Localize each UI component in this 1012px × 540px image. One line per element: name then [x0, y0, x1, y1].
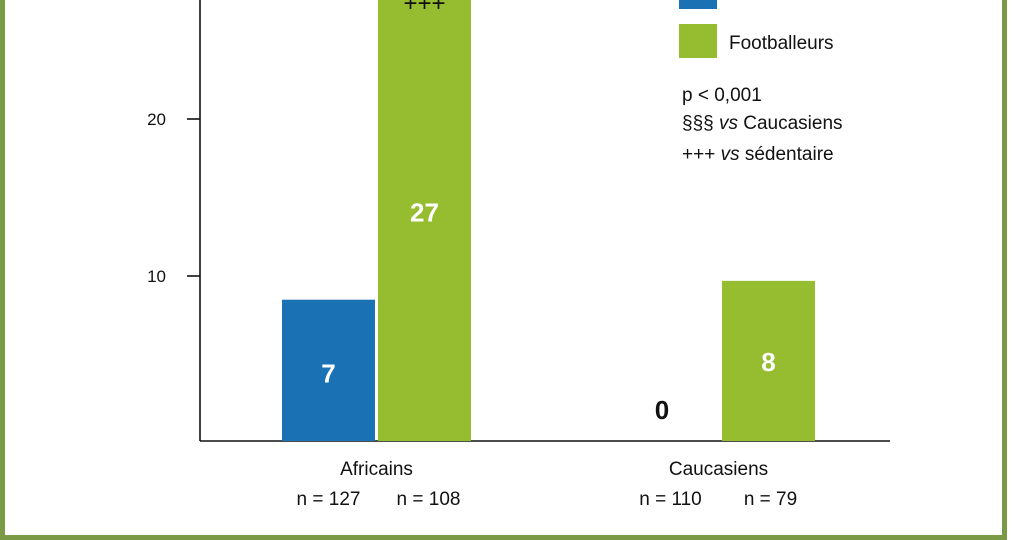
data-label: 7: [321, 358, 335, 388]
legend-swatch-green: [679, 24, 717, 58]
bar: [722, 280, 815, 441]
y-tick-label: 20: [147, 110, 166, 129]
sample-size-label: n = 79: [744, 489, 797, 510]
bar-chart: 10 20 7 27 Africains n = 127 n = 108 0 8 Caucasi…: [147, 0, 890, 510]
data-label: 27: [410, 198, 439, 228]
data-label: 0: [655, 395, 669, 425]
legend-swatch-blue: [679, 0, 717, 9]
note-line: +++ vs sédentaire: [682, 144, 834, 165]
bar: [282, 299, 375, 441]
sample-size-label: n = 108: [397, 489, 461, 510]
note-line: p < 0,001: [682, 85, 762, 106]
note-line: §§§ vs Caucasiens: [682, 113, 843, 134]
y-tick-label: 10: [147, 267, 166, 286]
category-label: Caucasiens: [669, 459, 768, 480]
sample-size-label: n = 127: [297, 489, 361, 510]
significance-mark: +++: [403, 0, 445, 17]
bar: [378, 0, 471, 441]
category-label: Africains: [340, 459, 413, 480]
legend-entry: Footballeurs: [729, 33, 834, 54]
sample-size-label: n = 110: [639, 489, 702, 510]
data-label: 8: [761, 347, 775, 377]
